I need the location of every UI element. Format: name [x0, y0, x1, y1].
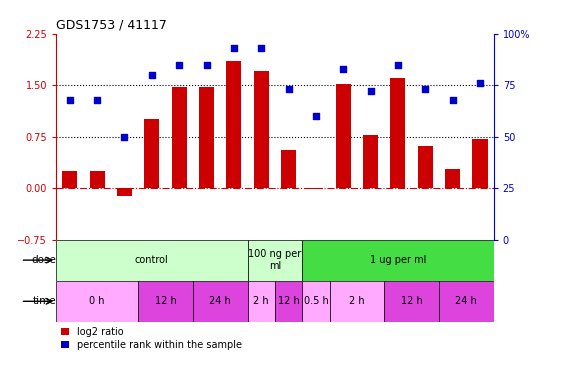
Point — [148, 72, 157, 78]
Bar — [275, 281, 302, 322]
Bar — [172, 87, 187, 188]
Point — [393, 62, 402, 68]
Text: 0 h: 0 h — [89, 296, 105, 306]
Point — [93, 97, 102, 103]
Point — [476, 80, 485, 86]
Point — [120, 134, 129, 140]
Bar — [390, 78, 406, 188]
Legend: log2 ratio, percentile rank within the sample: log2 ratio, percentile rank within the s… — [61, 327, 242, 350]
Text: GDS1753 / 41117: GDS1753 / 41117 — [56, 18, 167, 31]
Bar — [384, 281, 439, 322]
Text: 24 h: 24 h — [456, 296, 477, 306]
Point — [229, 45, 238, 51]
Bar — [418, 146, 433, 188]
Bar — [363, 135, 378, 188]
Bar — [254, 72, 269, 188]
Bar — [247, 240, 302, 281]
Bar — [117, 188, 132, 196]
Point — [421, 86, 430, 92]
Point — [65, 97, 74, 103]
Text: 12 h: 12 h — [401, 296, 422, 306]
Bar — [472, 139, 488, 188]
Bar — [330, 281, 384, 322]
Text: 1 ug per ml: 1 ug per ml — [370, 255, 426, 265]
Text: 2 h: 2 h — [349, 296, 365, 306]
Bar — [56, 240, 247, 281]
Text: 24 h: 24 h — [209, 296, 231, 306]
Point — [366, 88, 375, 94]
Bar — [199, 87, 214, 188]
Text: dose: dose — [31, 255, 56, 265]
Text: 12 h: 12 h — [278, 296, 300, 306]
Bar — [445, 169, 460, 188]
Point — [257, 45, 266, 51]
Bar — [226, 61, 241, 188]
Bar — [335, 84, 351, 188]
Point — [311, 113, 320, 119]
Bar — [62, 171, 77, 188]
Text: 100 ng per
ml: 100 ng per ml — [249, 249, 301, 271]
Point — [174, 62, 183, 68]
Bar — [56, 281, 138, 322]
Bar — [193, 281, 247, 322]
Text: control: control — [135, 255, 169, 265]
Bar — [90, 171, 105, 188]
Text: time: time — [33, 296, 56, 306]
Text: 12 h: 12 h — [155, 296, 176, 306]
Point — [202, 62, 211, 68]
Bar — [302, 281, 329, 322]
Bar — [439, 281, 494, 322]
Point — [448, 97, 457, 103]
Point — [339, 66, 348, 72]
Bar — [281, 150, 296, 188]
Bar — [302, 240, 494, 281]
Point — [284, 86, 293, 92]
Text: 0.5 h: 0.5 h — [304, 296, 328, 306]
Bar — [138, 281, 193, 322]
Bar — [247, 281, 275, 322]
Bar — [144, 120, 159, 188]
Bar — [309, 188, 324, 189]
Text: 2 h: 2 h — [254, 296, 269, 306]
